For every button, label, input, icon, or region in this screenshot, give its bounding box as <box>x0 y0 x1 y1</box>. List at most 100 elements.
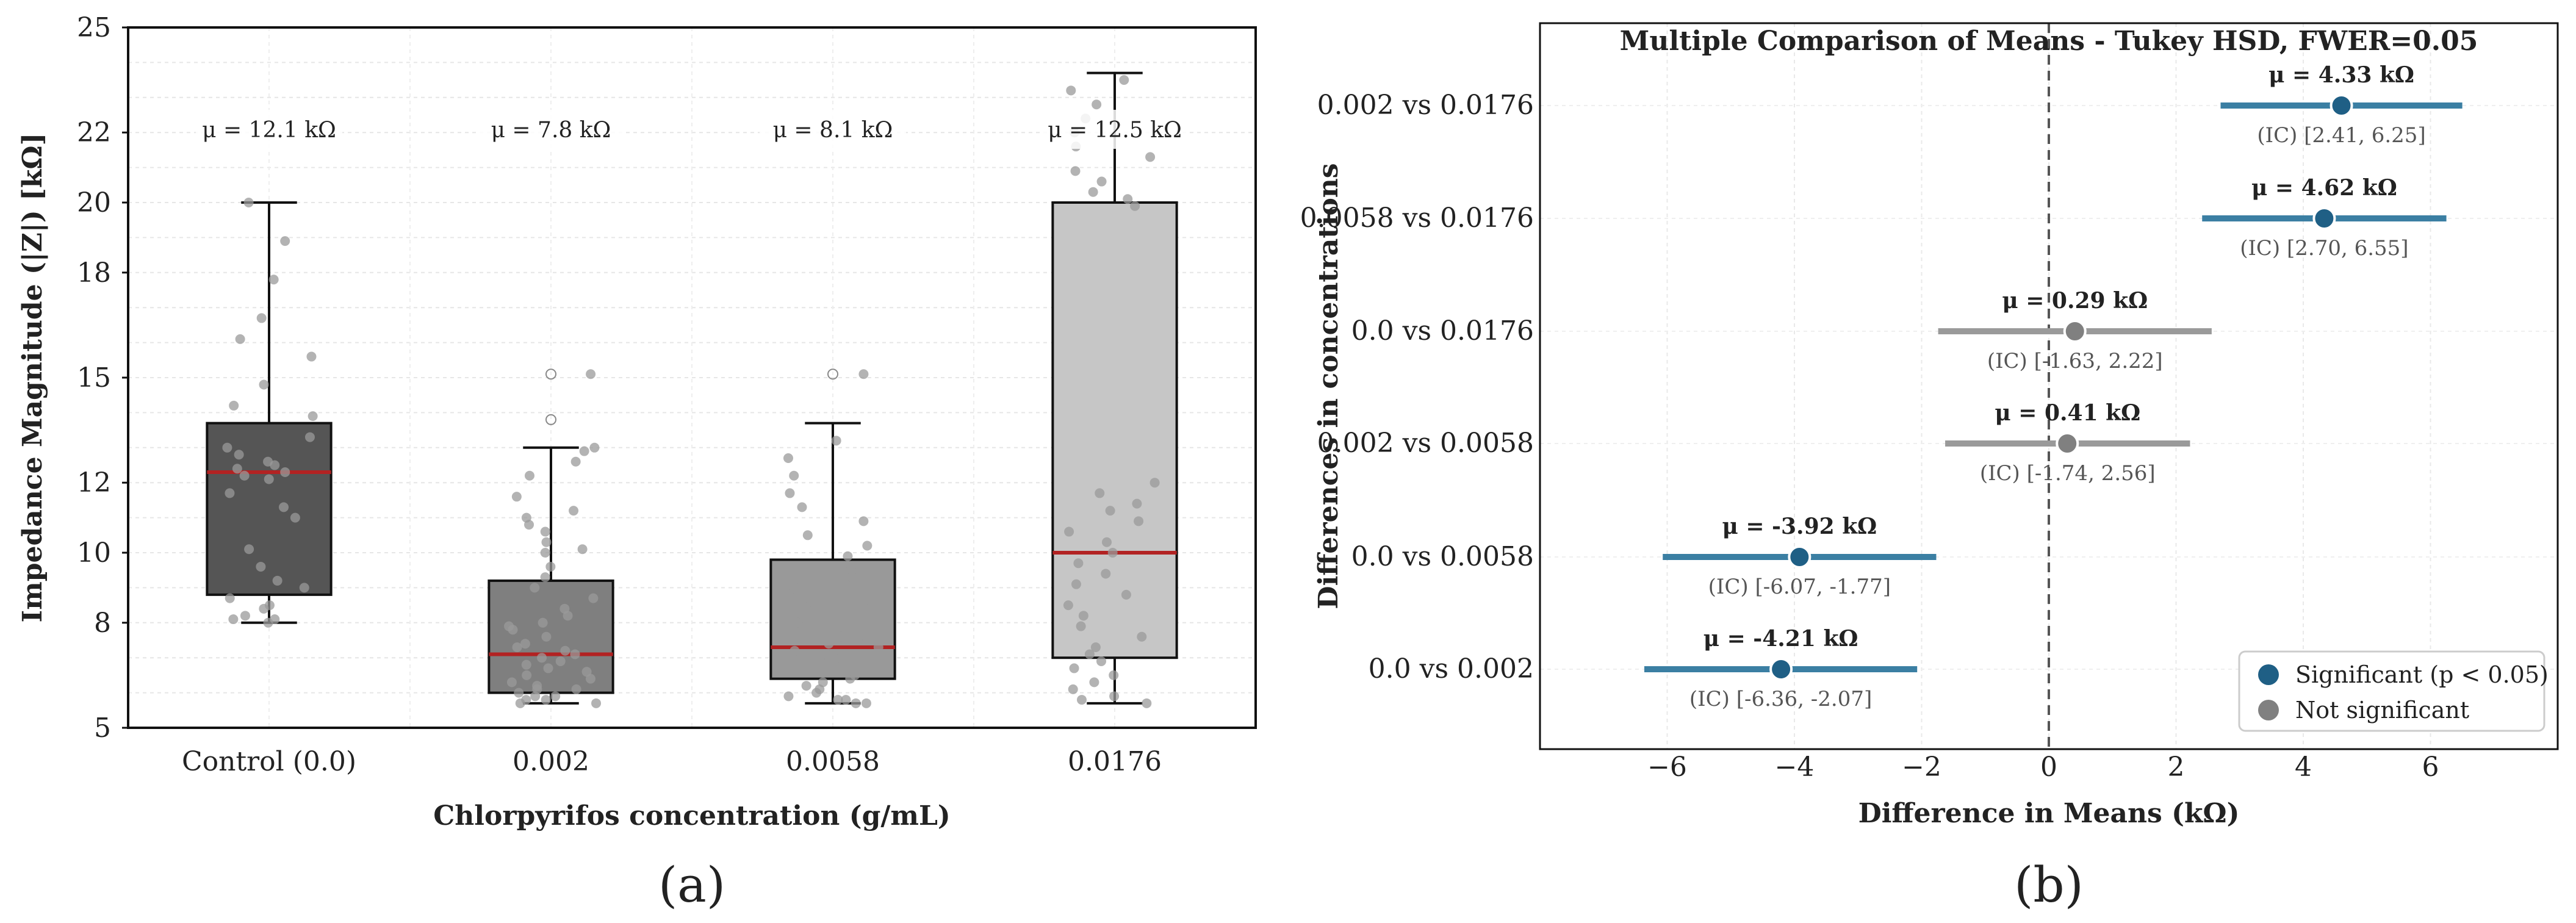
panel-a-data-point <box>228 614 239 625</box>
panel-a-label: (a) <box>658 857 725 913</box>
panel-a-y-tick-label: 18 <box>77 257 111 289</box>
panel-a-data-point <box>793 617 803 628</box>
panel-a-data-point <box>530 583 540 593</box>
panel-b-x-tick-label: −4 <box>1775 752 1815 783</box>
panel-a-data-point <box>514 688 524 698</box>
panel-a-data-point <box>858 369 869 379</box>
panel-a-data-point <box>280 467 290 477</box>
panel-a-data-point <box>581 667 592 677</box>
panel-a-data-point <box>783 691 794 702</box>
panel-a-data-point <box>270 614 280 625</box>
panel-a-data-point <box>865 603 875 614</box>
panel-a-data-point <box>855 611 865 621</box>
panel-b-legend-label: Significant (p < 0.05) <box>2295 661 2549 688</box>
panel-a-data-point <box>858 516 869 526</box>
panel-b-ci-label: (IC) [-1.74, 2.56] <box>1980 461 2156 486</box>
panel-a-data-point <box>1090 642 1101 652</box>
panel-a-x-tick-label: 0.002 <box>513 746 589 777</box>
panel-b-legend-marker <box>2258 700 2279 720</box>
panel-a-mean-labels: μ = 12.1 kΩ μ = 7.8 kΩ μ = 8.1 kΩ μ = 12.5 … <box>196 110 1188 149</box>
panel-a-data-point <box>1096 176 1107 187</box>
panel-b-x-tick-label: −6 <box>1647 752 1687 783</box>
panel-a-data-point <box>591 698 602 708</box>
panel-a-data-point <box>560 645 570 656</box>
panel-a-data-point <box>540 572 550 583</box>
panel-a-data-point <box>782 659 792 670</box>
panel-a-boxplot: μ = 12.1 kΩ μ = 7.8 kΩ μ = 8.1 kΩ μ = 12.5 … <box>17 12 1257 913</box>
panel-a-data-point <box>1095 488 1105 498</box>
panel-b-mean-point <box>1788 545 1811 569</box>
panel-a-y-tick-label: 8 <box>94 608 111 639</box>
panel-a-data-point <box>796 583 806 593</box>
panel-b-title: Multiple Comparison of Means - Tukey HSD… <box>1620 26 2478 57</box>
panel-a-data-point <box>577 544 588 555</box>
panel-b-mean-label: μ = 0.41 kΩ <box>1995 400 2140 426</box>
panel-b-x-tick-label: −2 <box>1902 752 1941 783</box>
panel-a-data-point <box>785 488 795 498</box>
panel-a-data-point <box>512 642 522 652</box>
panel-a-data-point <box>833 695 843 705</box>
panel-a-data-point <box>1084 649 1095 659</box>
panel-b-x-tick-label: 2 <box>2168 752 2185 783</box>
panel-b-legend-box <box>2238 650 2545 732</box>
panel-a-data-point <box>570 456 581 467</box>
panel-b-x-tick-label: 4 <box>2295 752 2312 783</box>
panel-a-data-point <box>1123 194 1133 204</box>
panel-a-y-tick-label: 25 <box>77 12 111 43</box>
panel-a-data-point <box>524 470 534 481</box>
panel-a-data-point <box>1109 691 1120 702</box>
panel-a-data-point <box>1101 569 1111 579</box>
panel-b-y-tick-label: 0.002 vs 0.0058 <box>1317 428 1534 459</box>
panel-a-data-point <box>268 275 279 285</box>
panel-a-data-point <box>243 198 254 207</box>
panel-a-data-point <box>1101 537 1112 547</box>
panel-b-frame <box>1539 22 2559 750</box>
panel-a-data-point <box>1149 478 1160 488</box>
panel-a-data-point <box>256 561 266 572</box>
panel-b-y-tick-label: 0.0 vs 0.002 <box>1369 653 1534 684</box>
panel-a-data-point <box>846 561 857 572</box>
panel-a-data-point <box>256 313 267 323</box>
panel-a-data-point <box>263 456 273 467</box>
panel-a-outlier <box>545 414 556 425</box>
panel-b-legend-label: Not significant <box>2295 697 2469 724</box>
panel-a-data-point <box>790 645 800 656</box>
panel-a-data-point <box>841 695 851 705</box>
panel-a-data-point <box>1137 631 1147 642</box>
panel-b-y-tick-label: 0.0 vs 0.0058 <box>1351 541 1534 572</box>
panel-a-data-point <box>541 695 551 705</box>
panel-a-data-point <box>1109 670 1119 680</box>
panel-a-mean-label: μ = 12.1 kΩ <box>202 118 336 143</box>
panel-a-data-point <box>806 597 816 607</box>
panel-a-data-point <box>1076 621 1086 631</box>
panel-a-data-point <box>308 411 318 422</box>
panel-a-jitter-points <box>222 75 1160 708</box>
panel-a-box <box>1051 201 1178 659</box>
panel-a-data-point <box>586 369 596 379</box>
panel-b-mean-point <box>2063 320 2087 343</box>
panel-a-data-point <box>569 506 579 516</box>
panel-a-data-point <box>506 677 517 688</box>
panel-a-data-point <box>306 351 317 362</box>
panel-b-y-tick-labels: 0.002 vs 0.0176 0.0058 vs 0.0176 0.0 vs 0.… <box>1300 90 1534 684</box>
panel-a-data-point <box>1142 698 1152 708</box>
panel-a-data-point <box>537 653 547 663</box>
panel-a-data-point <box>801 681 811 691</box>
panel-a-data-point <box>783 589 794 600</box>
panel-a-mean-label: μ = 12.5 kΩ <box>1048 118 1182 143</box>
panel-b-label: (b) <box>2014 857 2084 913</box>
panel-b-legend-marker <box>2258 664 2279 685</box>
panel-a-data-point <box>1070 166 1081 176</box>
panel-a-data-point <box>1134 516 1144 526</box>
panel-a-y-tick-labels: 5 8 10 12 15 18 20 22 25 <box>77 12 128 744</box>
panel-a-mean-label: μ = 7.8 kΩ <box>491 118 611 143</box>
panel-a-data-point <box>244 544 254 555</box>
panel-b-tukey-plot: μ = 4.33 kΩ (IC) [2.41, 6.25] μ = 4.62 kΩ (… <box>1300 22 2559 913</box>
panel-a-data-point <box>1088 187 1098 197</box>
panel-a-y-axis-title: Impedance Magnitude (|Z|) [kΩ] <box>17 133 48 623</box>
panel-a-data-point <box>836 631 846 642</box>
panel-b-mean-label: μ = 4.33 kΩ <box>2268 62 2414 88</box>
panel-a-data-point <box>521 512 531 523</box>
panel-a-data-point <box>1132 498 1142 509</box>
